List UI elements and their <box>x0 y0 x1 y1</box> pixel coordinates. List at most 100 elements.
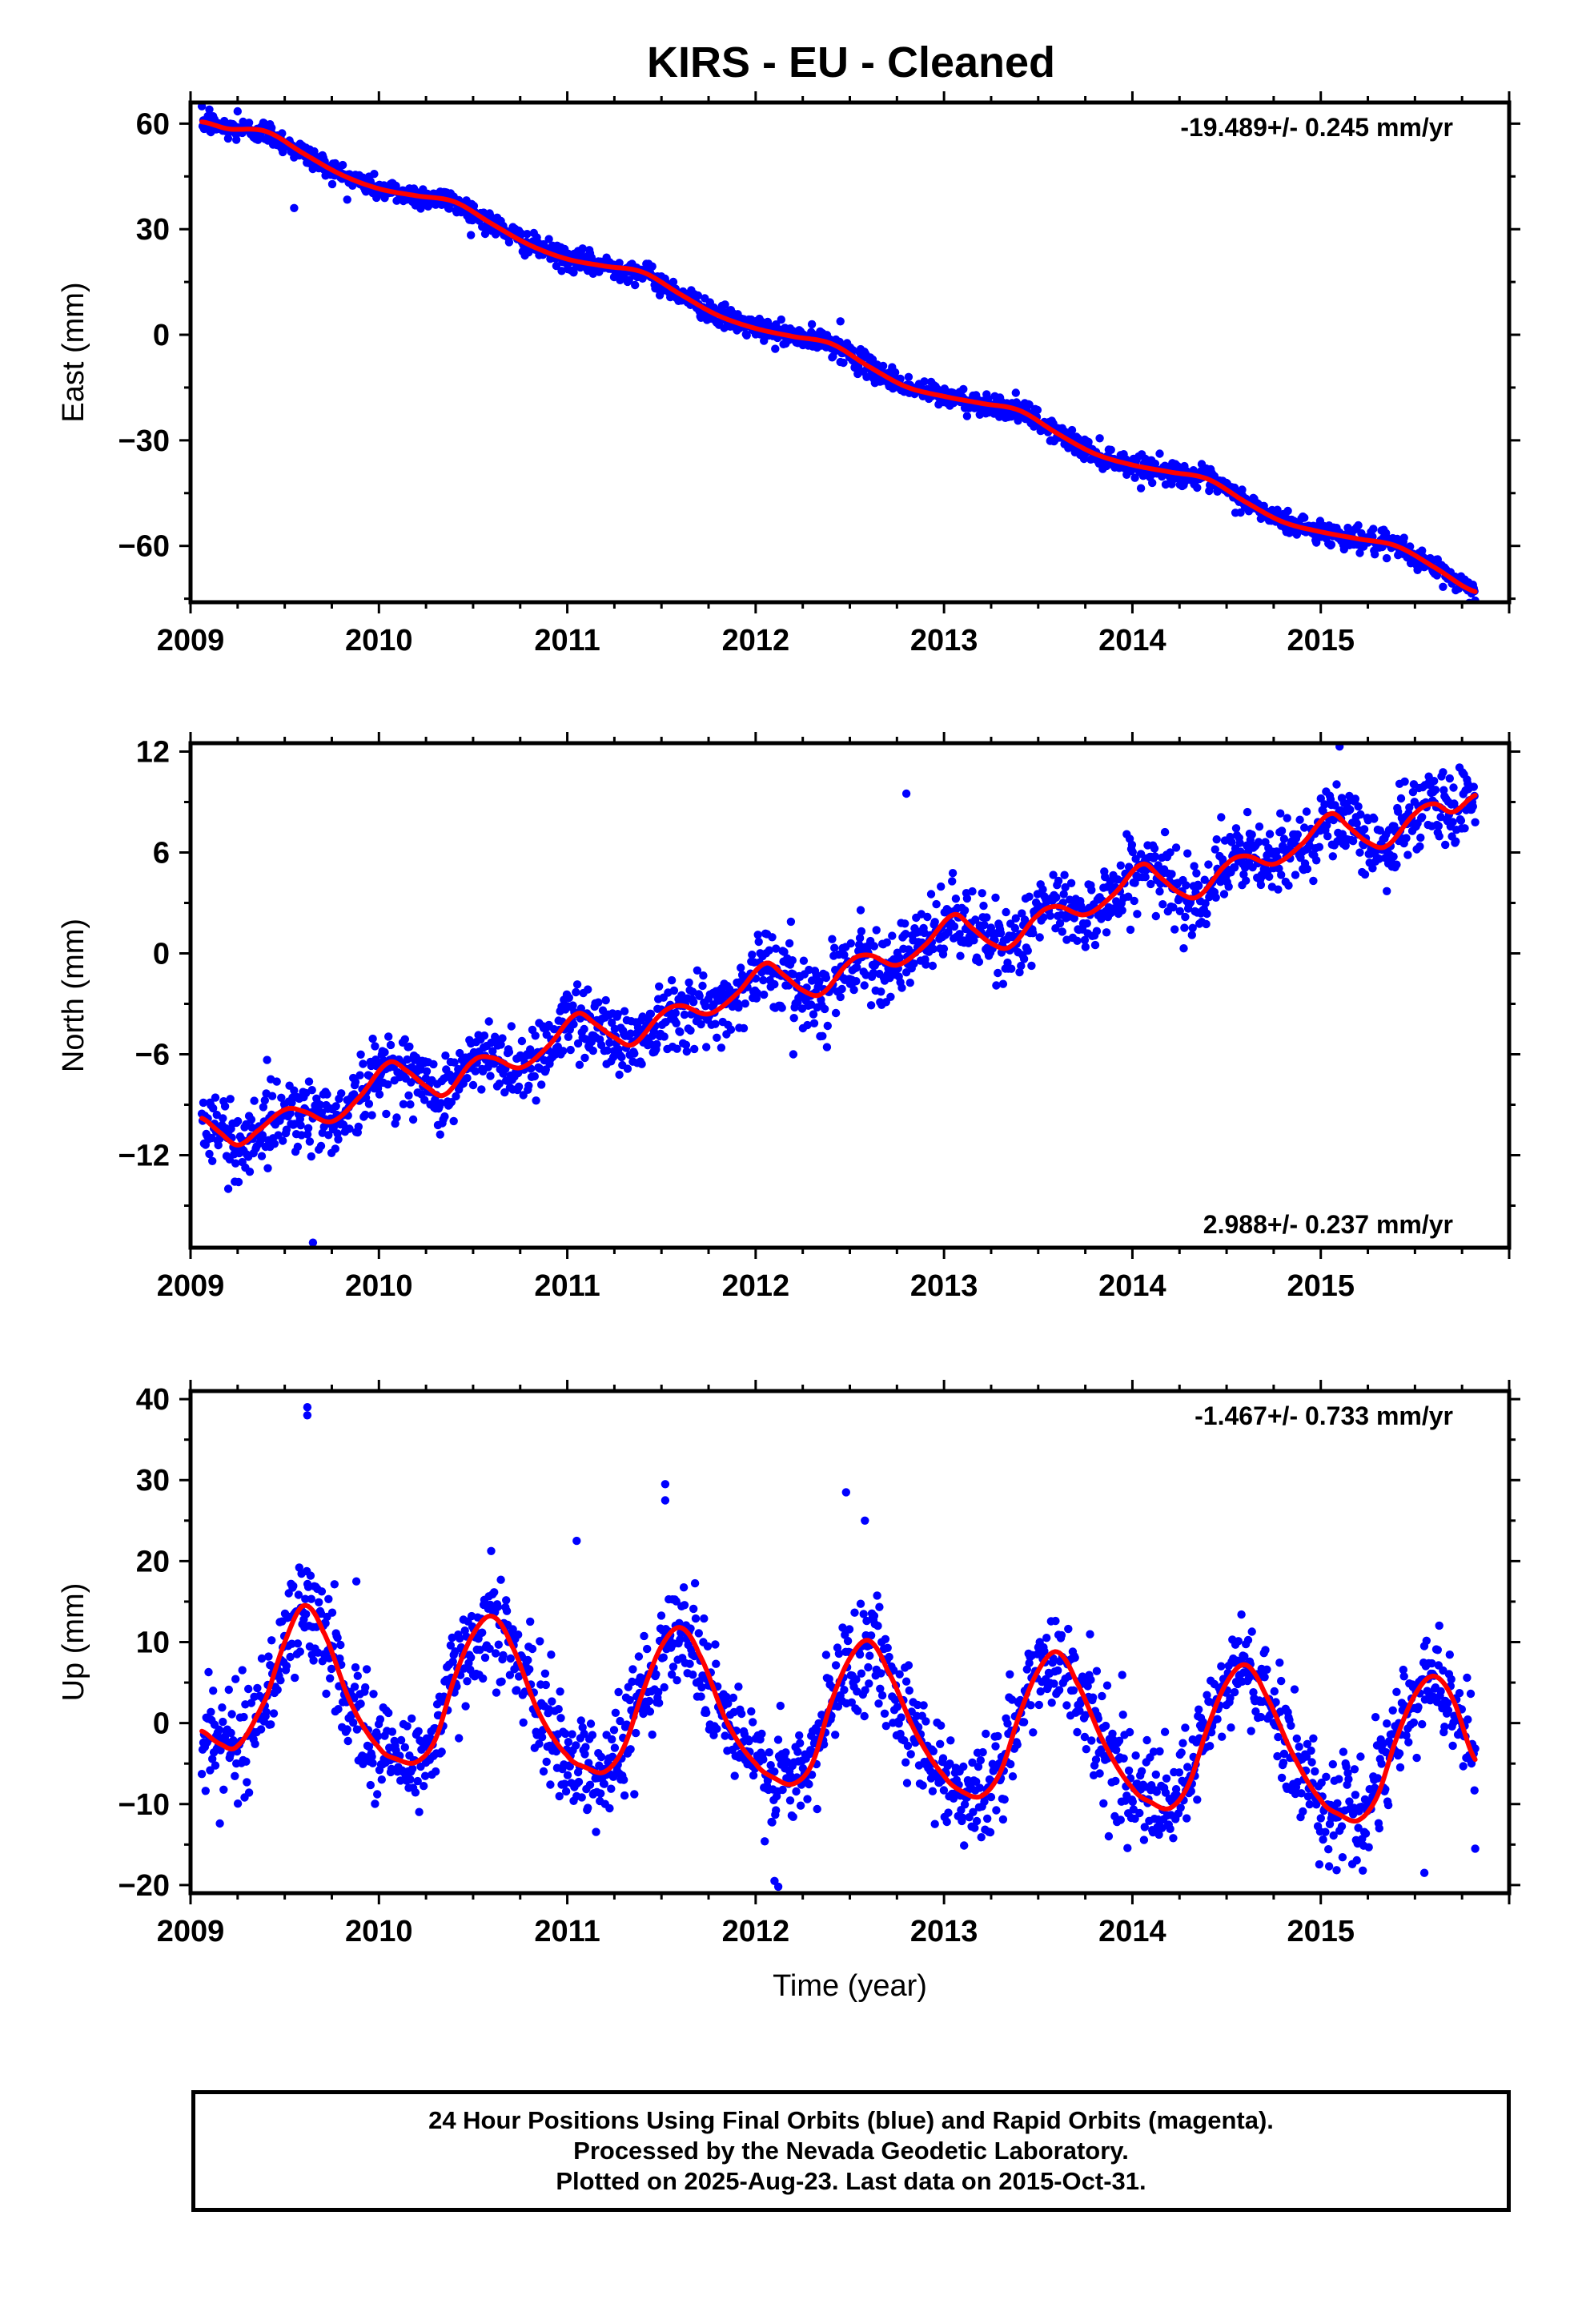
up-data-point <box>227 1710 236 1719</box>
up-data-point <box>1034 1700 1044 1710</box>
north-data-point <box>209 1104 218 1113</box>
up-data-point <box>1203 1691 1211 1699</box>
up-data-point <box>1183 1763 1192 1771</box>
north-data-point <box>929 944 938 954</box>
up-data-point <box>855 1650 865 1659</box>
north-data-point <box>1181 912 1190 922</box>
north-data-point <box>1394 807 1403 816</box>
up-data-point <box>206 1766 215 1775</box>
north-data-point <box>303 1124 313 1133</box>
north-data-point <box>559 1047 568 1055</box>
north-data-point <box>765 946 773 955</box>
up-data-point <box>749 1718 757 1727</box>
east-data-point <box>343 195 351 204</box>
up-data-point <box>626 1745 635 1754</box>
north-rate-label: 2.988+/- 0.237 mm/yr <box>1203 1210 1453 1239</box>
north-data-point <box>1375 826 1385 835</box>
north-data-point <box>1468 802 1478 811</box>
up-data-point <box>580 1750 589 1759</box>
up-data-point <box>660 1683 669 1692</box>
north-data-point <box>233 1116 243 1126</box>
north-data-point <box>1169 903 1178 912</box>
up-data-point <box>287 1639 296 1648</box>
up-data-point <box>796 1801 805 1810</box>
east-x-tick-label: 2014 <box>1098 624 1166 657</box>
north-data-point <box>270 1140 279 1148</box>
north-data-point <box>1002 907 1010 917</box>
north-data-point <box>1445 774 1455 783</box>
up-data-point <box>1174 1768 1184 1777</box>
east-y-tick-label: 30 <box>136 213 170 247</box>
up-data-point <box>1351 1791 1360 1799</box>
north-data-point <box>1017 961 1026 971</box>
north-data-point <box>498 1034 507 1043</box>
north-data-point <box>777 1003 786 1012</box>
north-data-point <box>1291 870 1300 879</box>
north-data-point <box>1212 835 1221 844</box>
up-data-point <box>1237 1610 1246 1619</box>
up-data-point <box>893 1703 902 1711</box>
up-data-point <box>577 1793 586 1802</box>
east-data-point <box>839 358 848 368</box>
east-data-point <box>244 119 254 127</box>
north-data-point <box>1046 911 1055 920</box>
north-y-tick-label: 12 <box>136 736 170 770</box>
north-data-point <box>1136 850 1146 858</box>
up-data-point <box>1344 1775 1353 1783</box>
north-data-point <box>305 1137 315 1146</box>
up-data-point <box>1256 1712 1266 1722</box>
up-data-point <box>937 1721 946 1730</box>
east-data-point <box>1300 513 1309 522</box>
up-data-point <box>512 1686 521 1695</box>
up-data-point <box>906 1750 915 1759</box>
north-data-point <box>296 1121 305 1130</box>
up-data-point <box>1139 1835 1149 1844</box>
up-data-point <box>269 1709 279 1718</box>
up-data-point <box>919 1701 928 1710</box>
up-data-point <box>913 1700 922 1710</box>
north-data-point <box>1008 931 1018 940</box>
north-data-point <box>1116 861 1126 870</box>
east-data-point <box>904 372 913 381</box>
up-data-point <box>491 1649 500 1658</box>
north-data-point <box>1171 843 1181 852</box>
east-data-point <box>578 244 587 253</box>
up-data-point <box>864 1663 873 1672</box>
north-data-point <box>822 1043 832 1051</box>
north-data-point <box>568 1001 577 1010</box>
up-data-point <box>1029 1728 1038 1737</box>
up-data-point <box>253 1683 262 1693</box>
north-data-point <box>713 1033 721 1043</box>
up-data-point <box>267 1636 276 1645</box>
up-data-point <box>490 1588 499 1597</box>
up-data-point <box>659 1653 668 1662</box>
up-data-point <box>656 1611 666 1620</box>
north-data-point <box>566 1045 575 1055</box>
north-data-point <box>382 1109 391 1119</box>
up-data-point <box>1069 1686 1078 1695</box>
up-data-point <box>1274 1732 1283 1742</box>
up-data-point <box>467 1653 476 1662</box>
east-x-tick-label: 2012 <box>722 624 790 657</box>
up-data-point <box>1054 1686 1064 1695</box>
north-data-point <box>979 901 988 911</box>
up-data-point <box>437 1747 446 1756</box>
north-data-point <box>655 982 664 991</box>
east-data-point <box>721 300 729 309</box>
up-data-point <box>1104 1831 1114 1841</box>
up-data-point <box>231 1771 239 1780</box>
up-data-point <box>1114 1736 1124 1745</box>
north-data-point <box>532 1096 540 1105</box>
up-data-point <box>939 1786 949 1795</box>
north-data-point <box>1201 899 1210 908</box>
up-data-point <box>231 1675 240 1683</box>
north-data-point <box>1392 860 1401 869</box>
up-data-point <box>1131 1751 1140 1760</box>
north-data-point <box>820 1004 829 1014</box>
up-data-point <box>353 1671 362 1680</box>
up-data-point <box>336 1640 345 1650</box>
north-data-point <box>828 935 837 943</box>
up-data-point <box>1051 1616 1060 1626</box>
north-data-point <box>258 1131 267 1140</box>
north-data-point <box>1418 813 1427 822</box>
